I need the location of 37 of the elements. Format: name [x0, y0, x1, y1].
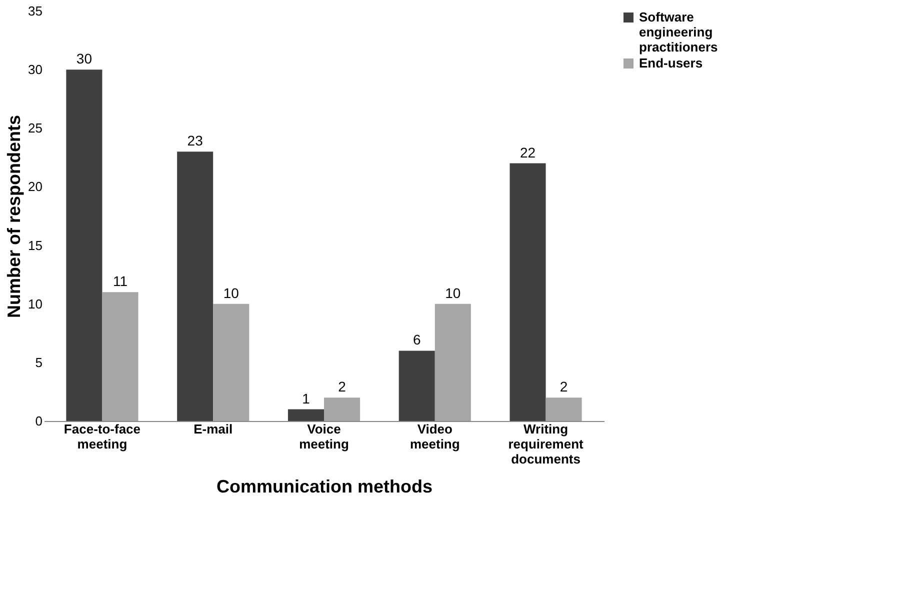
y-tick-label: 0	[35, 414, 42, 428]
x-tick-label: Video meeting	[410, 422, 460, 452]
bar	[288, 409, 324, 421]
data-label: 30	[76, 50, 92, 67]
bar	[66, 70, 102, 421]
legend-label: End-users	[639, 56, 703, 70]
data-label: 23	[187, 132, 204, 149]
data-label: 2	[338, 378, 346, 395]
data-label: 1	[302, 390, 310, 406]
y-tick-label: 15	[28, 238, 42, 253]
bar	[398, 350, 435, 421]
x-axis-title: Communication methods	[216, 476, 433, 496]
bar	[177, 152, 214, 421]
data-label: 6	[412, 332, 421, 348]
data-label: 2	[560, 378, 568, 395]
data-label: 10	[445, 284, 461, 301]
legend-label: Software engineering practitioners	[639, 10, 718, 54]
y-tick-label: 5	[35, 354, 42, 370]
data-label: 11	[112, 273, 128, 290]
bar	[434, 304, 471, 421]
bar	[324, 398, 360, 421]
bar	[510, 163, 546, 421]
bar	[546, 398, 582, 421]
y-tick-label: 20	[28, 179, 42, 194]
x-tick-label: E-mail	[194, 422, 233, 436]
bar	[102, 292, 138, 421]
data-label: 22	[520, 144, 536, 160]
y-tick-label: 10	[28, 296, 42, 312]
x-tick-label: Voice meeting	[299, 422, 349, 452]
y-tick-label: 35	[28, 4, 42, 18]
bar	[213, 304, 250, 421]
x-tick-label: Face-to-face meeting	[64, 422, 141, 452]
x-tick-label: Writing requirement documents	[508, 422, 584, 466]
y-axis-title: Number of respondents	[4, 114, 24, 318]
data-label: 10	[223, 284, 240, 301]
y-tick-label: 30	[28, 62, 42, 78]
y-tick-label: 25	[28, 120, 42, 136]
